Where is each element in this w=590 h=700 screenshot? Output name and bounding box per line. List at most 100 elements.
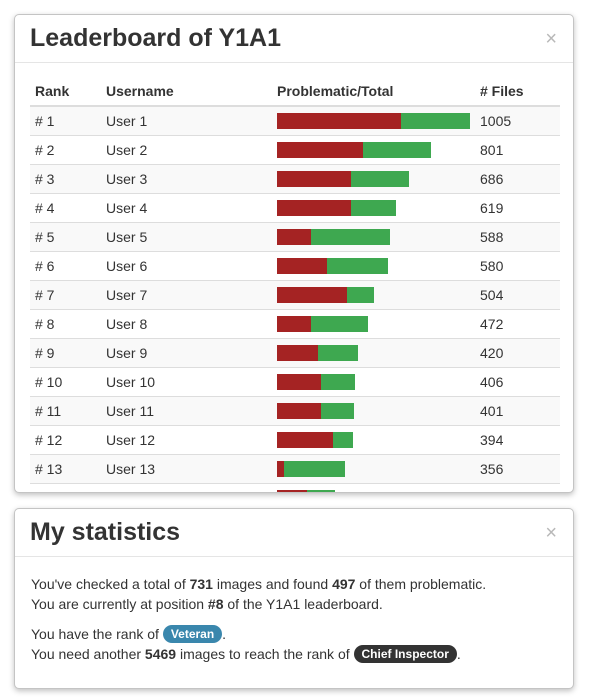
problematic-total-cell xyxy=(272,135,475,165)
username-cell: User 11 xyxy=(101,396,272,426)
problematic-total-cell xyxy=(272,454,475,484)
files-cell: 401 xyxy=(475,396,560,426)
close-icon[interactable]: × xyxy=(545,27,557,50)
rank-cell: # 2 xyxy=(30,135,101,165)
files-cell: 420 xyxy=(475,338,560,368)
table-row: # 10 User 10 406 xyxy=(30,367,560,397)
problematic-total-cell xyxy=(272,251,475,281)
checked-summary: You've checked a total of 731 images and… xyxy=(31,576,487,592)
statistics-header: My statistics × xyxy=(15,509,573,557)
table-row: # 4 User 4 619 xyxy=(30,193,560,223)
table-row: # 6 User 6 580 xyxy=(30,251,560,281)
leaderboard-table: Rank Username Problematic/Total # Files … xyxy=(30,77,560,492)
non-problematic-segment xyxy=(363,142,431,158)
position-summary: You are currently at position #8 of the … xyxy=(31,596,383,612)
rank-cell xyxy=(30,483,101,492)
rank-cell: # 6 xyxy=(30,251,101,281)
username-cell: User 10 xyxy=(101,367,272,397)
problematic-total-bar xyxy=(277,113,470,129)
problematic-segment xyxy=(277,345,318,361)
rank-cell: # 9 xyxy=(30,338,101,368)
table-header-row: Rank Username Problematic/Total # Files xyxy=(30,77,560,107)
non-problematic-segment xyxy=(311,316,368,332)
leaderboard-title: Leaderboard of Y1A1 xyxy=(30,24,282,52)
total-images-count: 731 xyxy=(189,576,213,592)
problematic-total-bar xyxy=(277,403,470,419)
problematic-total-bar xyxy=(277,258,470,274)
non-problematic-segment xyxy=(321,374,355,390)
problematic-total-cell xyxy=(272,193,475,223)
username-cell: User 9 xyxy=(101,338,272,368)
username-cell: User 1 xyxy=(101,105,272,136)
table-row: # 12 User 12 394 xyxy=(30,425,560,455)
problematic-total-bar xyxy=(277,432,470,448)
table-row: # 3 User 3 686 xyxy=(30,164,560,194)
files-cell: 406 xyxy=(475,367,560,397)
problematic-total-bar xyxy=(277,142,470,158)
non-problematic-segment xyxy=(347,287,374,303)
files-cell: 801 xyxy=(475,135,560,165)
problematic-total-cell xyxy=(272,425,475,455)
problematic-total-cell xyxy=(272,483,475,492)
rank-cell: # 13 xyxy=(30,454,101,484)
files-cell: 588 xyxy=(475,222,560,252)
rank-cell: # 1 xyxy=(30,105,101,136)
problematic-segment xyxy=(277,316,311,332)
table-row: # 7 User 7 504 xyxy=(30,280,560,310)
problematic-segment xyxy=(277,113,401,129)
non-problematic-segment xyxy=(311,229,390,245)
column-header-username: Username xyxy=(101,77,272,107)
username-cell: User 12 xyxy=(101,425,272,455)
rank-cell: # 4 xyxy=(30,193,101,223)
problematic-total-bar xyxy=(277,200,470,216)
problematic-total-bar xyxy=(277,461,470,477)
problematic-total-cell xyxy=(272,222,475,252)
problematic-segment xyxy=(277,374,321,390)
problematic-total-bar xyxy=(277,171,470,187)
rank-cell: # 11 xyxy=(30,396,101,426)
table-row: # 8 User 8 472 xyxy=(30,309,560,339)
problematic-segment xyxy=(277,171,351,187)
current-rank-badge: Veteran xyxy=(162,625,223,643)
non-problematic-segment xyxy=(351,171,409,187)
problematic-total-cell xyxy=(272,396,475,426)
files-cell: 580 xyxy=(475,251,560,281)
leaderboard-header: Leaderboard of Y1A1 × xyxy=(15,15,573,63)
problematic-segment xyxy=(277,461,284,477)
rank-summary: You have the rank of Veteran. xyxy=(31,625,227,643)
rank-cell: # 8 xyxy=(30,309,101,339)
problematic-total-bar xyxy=(277,287,470,303)
column-header-rank: Rank xyxy=(30,77,101,107)
problematic-total-cell xyxy=(272,280,475,310)
problematic-total-cell xyxy=(272,338,475,368)
table-row: # 9 User 9 420 xyxy=(30,338,560,368)
images-needed-count: 5469 xyxy=(144,646,177,662)
username-cell: User 4 xyxy=(101,193,272,223)
username-cell: User 3 xyxy=(101,164,272,194)
problematic-segment xyxy=(277,432,333,448)
non-problematic-segment xyxy=(327,258,388,274)
leaderboard-rows: # 1 User 1 1005 # 2 User 2 801 # 3 User 3 686 # 4… xyxy=(30,105,560,492)
leaderboard-panel: Leaderboard of Y1A1 × Rank Username Prob… xyxy=(14,14,574,493)
rank-cell: # 5 xyxy=(30,222,101,252)
problematic-segment xyxy=(277,403,321,419)
non-problematic-segment xyxy=(318,345,358,361)
close-icon[interactable]: × xyxy=(545,521,557,544)
problematic-segment xyxy=(277,287,347,303)
table-row: # 13 User 13 356 xyxy=(30,454,560,484)
problematic-total-cell xyxy=(272,105,475,136)
leaderboard-body: Rank Username Problematic/Total # Files … xyxy=(15,63,573,492)
problematic-segment xyxy=(277,229,311,245)
problematic-total-bar xyxy=(277,229,470,245)
next-rank-summary: You need another 5469 images to reach th… xyxy=(31,645,461,663)
username-cell: User 7 xyxy=(101,280,272,310)
files-cell: 356 xyxy=(475,454,560,484)
files-cell: 394 xyxy=(475,425,560,455)
problematic-segment xyxy=(277,258,327,274)
non-problematic-segment xyxy=(307,490,335,492)
rank-cell: # 10 xyxy=(30,367,101,397)
column-header-files: # Files xyxy=(475,77,560,107)
table-row: # 5 User 5 588 xyxy=(30,222,560,252)
files-cell: 1005 xyxy=(475,105,560,136)
problematic-total-bar xyxy=(277,374,470,390)
